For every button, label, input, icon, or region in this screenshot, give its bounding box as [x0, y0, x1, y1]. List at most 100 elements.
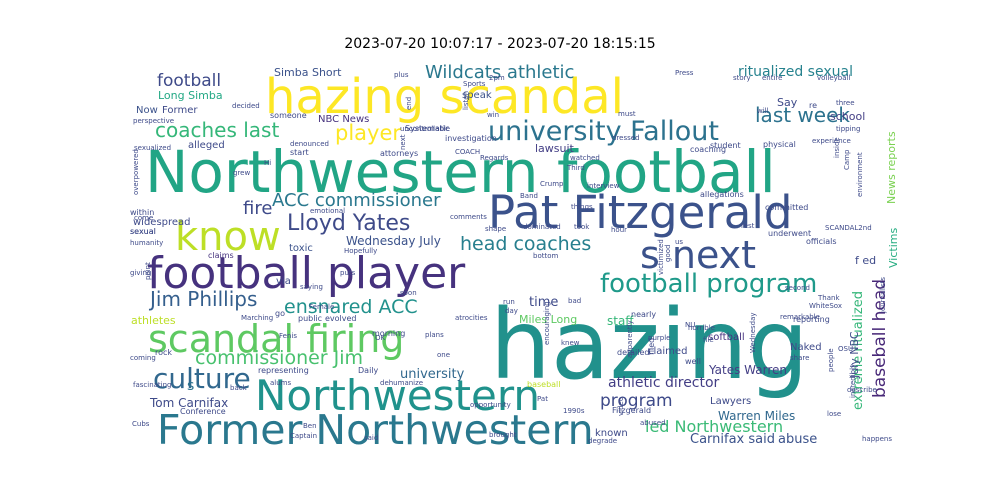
word-abused: abused: [640, 419, 666, 427]
word-extreme-ritualized: extreme ritualized: [851, 291, 866, 410]
word-opportunity: opportunity: [470, 401, 511, 409]
word-one: one: [437, 351, 450, 359]
word-denounced: denounced: [290, 140, 329, 148]
word-brought: brought: [489, 431, 517, 439]
chart-title: 2023-07-20 10:07:17 - 2023-07-20 18:15:1…: [344, 36, 656, 52]
word-systematic: Systematic: [405, 124, 450, 133]
word-pat-fitzgerald: Pat Fitzgerald: [488, 186, 792, 239]
word-rest: rest: [741, 222, 755, 230]
word-northwestern-football: Northwestern football: [145, 138, 776, 206]
word-former-northwestern: Former Northwestern: [157, 406, 594, 454]
word-bottom: bottom: [533, 252, 558, 260]
word-plans: plans: [425, 331, 444, 339]
word-committed: committed: [765, 203, 808, 212]
word-student: student: [710, 141, 741, 150]
word-baseball-head: baseball head: [870, 279, 890, 398]
word-cubs: Cubs: [132, 420, 150, 428]
word-tom-carnifax: Tom Carnifax: [149, 396, 228, 410]
word-ritualized-sexual: ritualized sexual: [738, 64, 853, 80]
word-shape: shape: [485, 225, 506, 233]
word-captain: Captain: [290, 432, 317, 440]
word-next: next: [399, 134, 407, 150]
word-alums: alums: [270, 379, 291, 387]
word-bad: bad: [568, 297, 581, 305]
word-saying: saying: [300, 283, 323, 291]
word-osu: OSU: [838, 345, 853, 353]
word-athletes: athletes: [131, 314, 176, 327]
word-hi: Hi: [264, 159, 271, 167]
word-widespread: widespread: [133, 217, 191, 228]
word-sports: Sports: [463, 80, 486, 88]
word-2pm: 2pm: [489, 74, 505, 82]
word-happens: happens: [862, 435, 892, 443]
word-lawsuit: lawsuit: [535, 142, 575, 155]
word-simba-short: Simba Short: [274, 66, 342, 79]
word-culture: culture: [153, 362, 251, 395]
word-wildcats-athletic: Wildcats athletic: [425, 62, 574, 83]
word-school: school: [830, 110, 865, 123]
word-incredibly: incredibly: [849, 364, 857, 398]
word-will: will: [757, 107, 769, 115]
word-university-fallout: university Fallout: [488, 116, 719, 147]
word-s: s: [187, 378, 194, 394]
word-evolved: evolved: [325, 314, 357, 323]
word-baseball: baseball: [527, 380, 561, 389]
word-apparently: apparently: [626, 320, 634, 358]
word-yates-warren: Yates Warren: [708, 363, 787, 377]
word-sexual: sexual: [130, 227, 156, 236]
word-lloyd-yates: Lloyd Yates: [287, 211, 410, 236]
word-emotional: emotional: [310, 207, 345, 215]
word-public: public: [298, 314, 322, 323]
word-scandal-firing: scandal firing: [148, 317, 404, 361]
word-horrible: horrible: [688, 324, 715, 332]
word-crump: Crump: [540, 180, 564, 188]
word-morning: morning: [372, 329, 405, 338]
word-fitzgerald: Fitzgerald: [612, 406, 651, 415]
word-inside: inside: [833, 137, 841, 158]
word-someone: someone: [270, 111, 307, 120]
word-daily: Daily: [358, 366, 379, 375]
word-investigation: investigation: [445, 134, 497, 143]
word-officials: officials: [806, 237, 837, 246]
word-northwestern: Northwestern: [255, 371, 540, 420]
word-naked: Naked: [790, 342, 822, 353]
word-degrade: degrade: [588, 437, 617, 445]
word-story: story: [733, 74, 751, 82]
word-giving: giving: [130, 269, 151, 277]
word-time: time: [529, 295, 558, 310]
word-allegations: allegations: [700, 190, 744, 199]
word-known: known: [595, 428, 628, 439]
word-filed: filed: [647, 338, 656, 355]
word-file: file: [703, 336, 714, 344]
word-say: Say: [777, 96, 798, 109]
word-whitesox: WhiteSox: [809, 302, 842, 310]
word-well: well: [685, 357, 701, 366]
word-decided: decided: [232, 102, 260, 110]
word-experience: experience: [812, 137, 851, 145]
cloud-background: [126, 60, 874, 444]
word-toxic: toxic: [289, 243, 313, 254]
word-football: football: [157, 71, 221, 91]
word-attorneys: attorneys: [380, 149, 418, 158]
word-back: back: [230, 384, 248, 392]
word-took: took: [574, 223, 590, 231]
word-marching: Marching: [241, 314, 273, 322]
word-puts: puts: [340, 269, 356, 277]
word-1990s: 1990s: [563, 407, 585, 415]
word-detailed: detailed: [617, 348, 649, 357]
word-overpowered: overpowered: [132, 149, 140, 195]
word-volleyball: volleyball: [817, 74, 850, 82]
word-second: second: [785, 284, 810, 292]
word-fire: fire: [243, 198, 272, 219]
word-environment: environment: [856, 152, 864, 197]
word-come: come: [134, 214, 153, 222]
word-acc-commissioner: ACC commissioner: [272, 190, 441, 211]
word-grew: grew: [233, 169, 250, 177]
word-dehumanize: dehumanize: [380, 379, 423, 387]
word-go: go: [275, 309, 285, 318]
word-nbc-news: NBC News: [318, 114, 369, 125]
word-now: Now: [136, 105, 158, 116]
word-wednesday-july: Wednesday July: [346, 234, 441, 248]
word-speak: speak: [462, 90, 492, 101]
word-remarkable: remarkable: [780, 313, 820, 321]
